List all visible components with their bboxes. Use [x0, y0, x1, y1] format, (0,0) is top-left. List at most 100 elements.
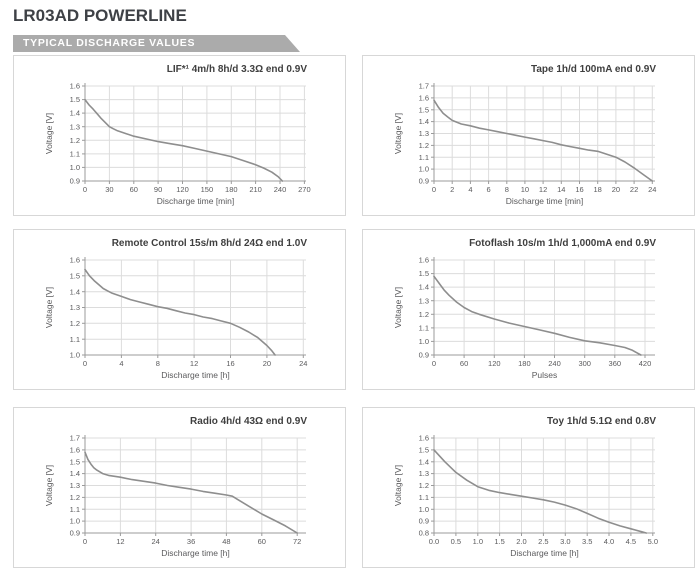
svg-text:0: 0	[83, 185, 87, 194]
chart-title-radio: Radio 4h/d 43Ω end 0.9V	[190, 416, 307, 427]
svg-text:Voltage [V]: Voltage [V]	[44, 465, 54, 506]
chart-title-fotoflash: Fotoflash 10s/m 1h/d 1,000mA end 0.9V	[469, 238, 656, 249]
svg-text:1.2: 1.2	[419, 141, 429, 150]
svg-text:1.5: 1.5	[419, 446, 429, 455]
svg-text:0: 0	[432, 185, 436, 194]
svg-text:1.5: 1.5	[70, 95, 80, 104]
svg-text:24: 24	[648, 185, 656, 194]
svg-text:1.7: 1.7	[70, 434, 80, 443]
svg-text:150: 150	[201, 185, 214, 194]
svg-text:Voltage [V]: Voltage [V]	[44, 113, 54, 154]
svg-text:8: 8	[156, 359, 160, 368]
svg-text:1.3: 1.3	[70, 481, 80, 490]
svg-text:0: 0	[83, 537, 87, 546]
svg-text:18: 18	[594, 185, 602, 194]
discharge-chart-radio: 0.9 1.0 1.1 1.2 1.3 1.4 1.5 1.6 1.7 0 12 24 36 48 60 72…	[44, 434, 306, 558]
chart-panel-toy: Toy 1h/d 5.1Ω end 0.8V 0.8 0.9 1.0 1.1 1.2 1.…	[362, 407, 695, 568]
svg-text:120: 120	[488, 359, 501, 368]
svg-text:1.6: 1.6	[70, 446, 80, 455]
svg-text:4: 4	[468, 185, 472, 194]
svg-text:1.3: 1.3	[419, 129, 429, 138]
svg-text:1.0: 1.0	[419, 505, 429, 514]
chart-title-toy: Toy 1h/d 5.1Ω end 0.8V	[547, 416, 656, 427]
chart-title-remote-control: Remote Control 15s/m 8h/d 24Ω end 1.0V	[111, 238, 307, 249]
svg-text:Voltage [V]: Voltage [V]	[393, 465, 403, 506]
chart-panel-radio: Radio 4h/d 43Ω end 0.9V 0.9 1.0 1.1 1.2 1.3 1…	[13, 407, 346, 568]
svg-text:48: 48	[222, 537, 230, 546]
svg-text:1.1: 1.1	[70, 335, 80, 344]
svg-text:1.6: 1.6	[70, 82, 80, 91]
svg-text:1.2: 1.2	[70, 493, 80, 502]
chart-panel-fotoflash: Fotoflash 10s/m 1h/d 1,000mA end 0.9V 0.…	[362, 229, 695, 390]
discharge-chart-fotoflash: 0.9 1.0 1.1 1.2 1.3 1.4 1.5 1.6 0 60 120 180 240 300 3…	[393, 256, 655, 380]
svg-text:4: 4	[119, 359, 123, 368]
svg-text:1.4: 1.4	[70, 287, 80, 296]
chart-panel-remote-control: Remote Control 15s/m 8h/d 24Ω end 1.0V 1…	[13, 229, 346, 390]
svg-text:12: 12	[190, 359, 198, 368]
discharge-chart-tape: 0.91.01.11.21.31.41.51.61.70 2 4 6 8 10 12 14 16…	[393, 82, 656, 206]
svg-text:1.7: 1.7	[419, 82, 429, 91]
svg-text:1.3: 1.3	[419, 469, 429, 478]
svg-text:3.0: 3.0	[560, 537, 570, 546]
svg-text:1.0: 1.0	[70, 163, 80, 172]
svg-text:Discharge time [min]: Discharge time [min]	[157, 196, 234, 206]
svg-text:1.2: 1.2	[70, 319, 80, 328]
svg-text:0.5: 0.5	[451, 537, 461, 546]
svg-text:240: 240	[274, 185, 287, 194]
svg-text:270: 270	[298, 185, 311, 194]
svg-text:180: 180	[518, 359, 531, 368]
svg-text:1.0: 1.0	[419, 165, 429, 174]
svg-text:1.3: 1.3	[419, 296, 429, 305]
svg-text:Discharge time [h]: Discharge time [h]	[161, 370, 230, 380]
svg-text:1.0: 1.0	[70, 351, 80, 360]
chart-panel-tape: Tape 1h/d 100mA end 0.9V 0.9 1.0 1.1 1.2 1.3…	[362, 55, 695, 216]
svg-text:1.1: 1.1	[419, 493, 429, 502]
svg-text:1.2: 1.2	[70, 136, 80, 145]
svg-text:1.4: 1.4	[419, 283, 429, 292]
svg-text:1.6: 1.6	[419, 94, 429, 103]
svg-text:Voltage [V]: Voltage [V]	[393, 287, 403, 328]
svg-text:0.9: 0.9	[419, 177, 429, 186]
svg-text:22: 22	[630, 185, 638, 194]
svg-text:1.3: 1.3	[70, 303, 80, 312]
svg-text:60: 60	[460, 359, 468, 368]
svg-text:16: 16	[226, 359, 234, 368]
svg-text:0.8: 0.8	[419, 529, 429, 538]
svg-text:16: 16	[575, 185, 583, 194]
svg-text:1.6: 1.6	[419, 256, 429, 265]
discharge-chart-toy: 0.8 0.9 1.0 1.1 1.2 1.3 1.4 1.5 1.6 0.0 0.5 1.0 1.5 2…	[393, 434, 658, 558]
svg-text:60: 60	[258, 537, 266, 546]
svg-text:1.1: 1.1	[419, 153, 429, 162]
svg-text:360: 360	[609, 359, 622, 368]
svg-text:Discharge time [h]: Discharge time [h]	[510, 548, 579, 558]
svg-text:1.5: 1.5	[70, 271, 80, 280]
svg-text:120: 120	[176, 185, 189, 194]
svg-text:1.5: 1.5	[419, 105, 429, 114]
svg-text:1.0: 1.0	[473, 537, 483, 546]
svg-text:2.0: 2.0	[516, 537, 526, 546]
svg-text:240: 240	[548, 359, 561, 368]
svg-text:1.2: 1.2	[419, 481, 429, 490]
svg-text:1.5: 1.5	[419, 269, 429, 278]
svg-text:1.4: 1.4	[419, 117, 429, 126]
svg-text:2: 2	[450, 185, 454, 194]
section-banner-typical-discharge-values: TYPICAL DISCHARGE VALUES	[13, 35, 300, 52]
svg-text:0.9: 0.9	[419, 517, 429, 526]
discharge-chart-lif: 0.9 1.0 1.1 1.2 1.3 1.4 1.5 1.6 0 30 60 90 120 150 180…	[44, 82, 311, 206]
chart-panel-lif: LIF*¹ 4m/h 8h/d 3.3Ω end 0.9V 0.9 1.0 1.1 1…	[13, 55, 346, 216]
svg-text:0: 0	[432, 359, 436, 368]
svg-text:4.5: 4.5	[626, 537, 636, 546]
svg-text:Voltage [V]: Voltage [V]	[393, 113, 403, 154]
svg-text:60: 60	[130, 185, 138, 194]
svg-text:0.9: 0.9	[419, 351, 429, 360]
chart-title-tape: Tape 1h/d 100mA end 0.9V	[530, 64, 656, 75]
svg-text:210: 210	[249, 185, 262, 194]
svg-text:2.5: 2.5	[538, 537, 548, 546]
svg-text:1.1: 1.1	[70, 505, 80, 514]
svg-text:1.2: 1.2	[419, 310, 429, 319]
svg-text:0.9: 0.9	[70, 177, 80, 186]
svg-text:24: 24	[152, 537, 160, 546]
svg-text:Discharge time [min]: Discharge time [min]	[506, 196, 583, 206]
svg-text:300: 300	[578, 359, 591, 368]
svg-text:420: 420	[639, 359, 652, 368]
